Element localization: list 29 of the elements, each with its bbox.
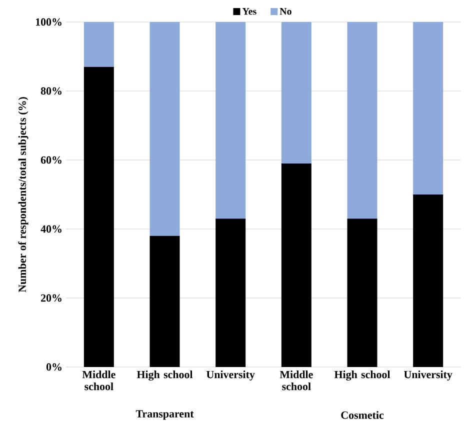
x-tick-label: High school <box>136 370 193 381</box>
y-tick-label: 60% <box>40 156 62 164</box>
y-tick-label: 100% <box>36 18 62 26</box>
bar <box>150 236 180 367</box>
x-tick-label: University <box>404 370 452 380</box>
x-tick-label: Middle school <box>280 370 313 390</box>
text: Transparent <box>136 410 194 420</box>
bar <box>84 66 114 367</box>
bar <box>150 22 180 236</box>
y-tick-label: 0% <box>46 363 62 371</box>
bar <box>281 22 312 164</box>
bar <box>216 218 246 367</box>
bar <box>84 22 114 67</box>
text: Cosmetic <box>341 411 384 419</box>
bar <box>347 218 378 367</box>
bar <box>413 194 444 367</box>
y-tick-label: 40% <box>40 225 62 233</box>
legend-label: No <box>280 8 292 15</box>
bar <box>281 163 312 367</box>
x-tick-label: High school <box>334 370 390 381</box>
y-axis-title: Number of respondents/total subjects (%) <box>18 97 28 292</box>
bar <box>216 22 246 219</box>
bar <box>413 22 444 194</box>
legend-label: Yes <box>242 8 256 15</box>
x-tick-label: University <box>206 370 255 380</box>
y-tick-label: 80% <box>40 87 62 95</box>
y-tick-label: 20% <box>41 294 62 302</box>
x-tick-label: Middle school <box>82 370 116 390</box>
bar <box>347 22 378 219</box>
